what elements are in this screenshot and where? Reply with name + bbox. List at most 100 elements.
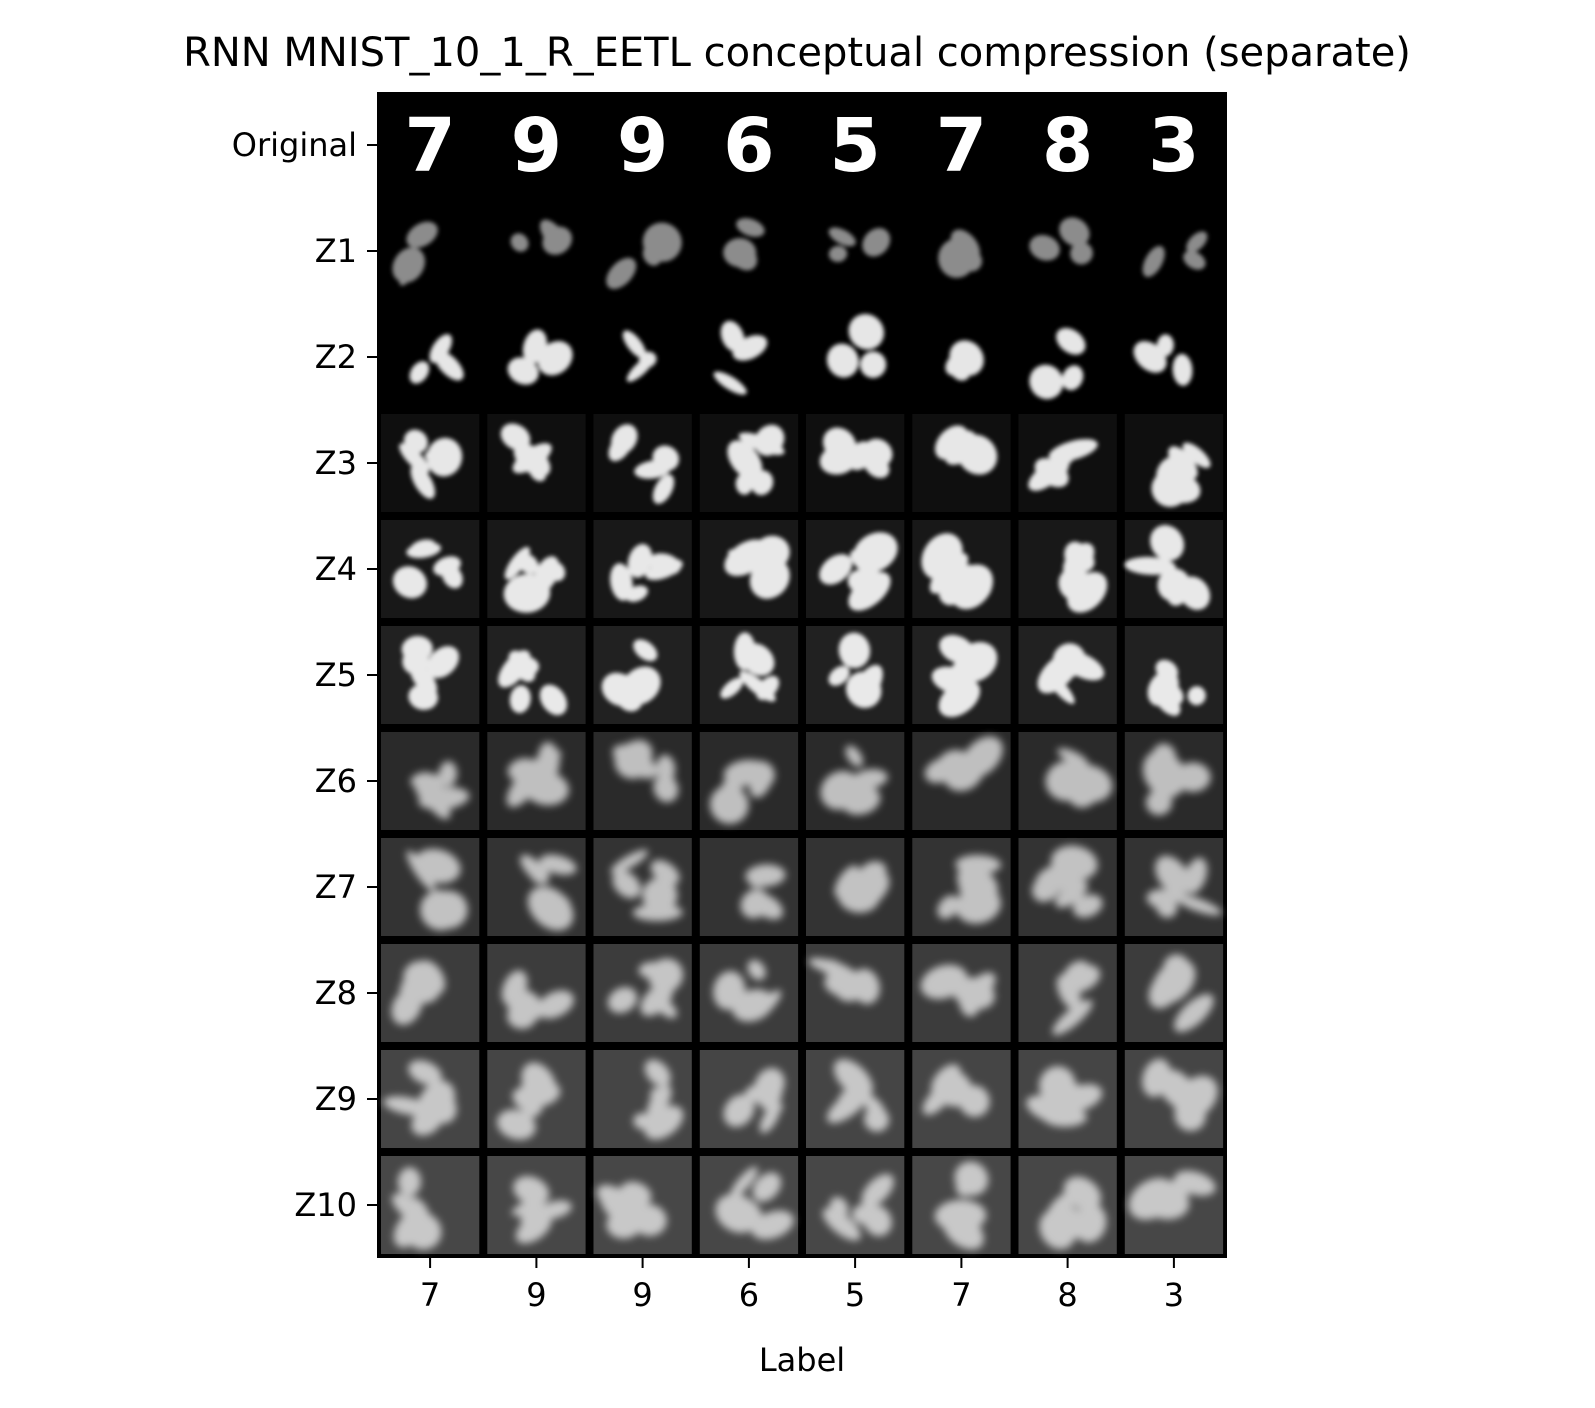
reconstruction-cell [806,414,905,512]
original-digit: 3 [1148,103,1200,189]
y-tick-label: Z3 [315,444,357,482]
reconstruction-cell [912,1156,1011,1254]
reconstruction-cell [1018,838,1117,936]
reconstruction-cell [487,838,586,936]
reconstruction-cell [487,732,586,830]
reconstruction-cell [806,944,905,1042]
reconstruction-cell [806,1156,905,1254]
x-tick-label: 7 [420,1276,440,1314]
original-digit: 6 [723,103,775,189]
reconstruction-cell [828,227,891,263]
y-tick-label: Z7 [315,868,357,906]
reconstruction-cell [912,414,1011,512]
reconstruction-cell [487,414,586,512]
reconstruction-cell [1029,327,1086,400]
reconstruction-cell [699,414,799,512]
reconstruction-cell [699,944,799,1042]
reconstruction-cell [806,732,905,830]
reconstruction-cell [1124,732,1224,830]
reconstruction-cell: 6 [723,103,775,189]
reconstruction-cell [381,732,480,830]
reconstruction-cell [392,221,438,286]
reconstruction-cell [1124,944,1224,1042]
y-tick-label: Original [232,126,357,164]
reconstruction-cell [806,1050,905,1148]
y-tick-label: Z2 [315,338,357,376]
reconstruction-cell [912,626,1011,724]
y-tick-label: Z4 [315,550,357,588]
reconstruction-cell [381,944,480,1042]
x-tick-label: 9 [526,1276,546,1314]
original-digit: 9 [511,103,563,189]
reconstruction-cell [1018,1050,1117,1148]
reconstruction-cell [938,229,983,278]
y-tick-label: Z6 [315,762,357,800]
reconstruction-cell [622,330,657,382]
reconstruction-cell [1018,520,1117,618]
reconstruction-cell [593,520,692,618]
reconstruction-cell [381,838,480,936]
reconstruction-cell [381,1156,480,1254]
reconstruction-cell [1124,626,1224,724]
reconstruction-cell [1124,838,1224,936]
reconstruction-cell [593,1050,692,1148]
reconstruction-cell [507,329,573,385]
reconstruction-cell [699,1050,799,1148]
reconstruction-cell [606,222,682,289]
reconstruction-cell [593,626,692,724]
reconstruction-cell [806,626,905,724]
reconstruction-cell [593,1156,692,1254]
reconstruction-cell [912,732,1011,830]
reconstruction-cell [806,520,905,618]
x-tick-label: 7 [951,1276,971,1314]
reconstruction-cell [1018,414,1117,512]
reconstruction-cell [699,732,799,830]
reconstruction-cell [1018,1156,1117,1254]
x-axis: 7 9 9 6 5 7 8 3 [420,1258,1184,1314]
reconstruction-cell [487,944,586,1042]
reconstruction-cell [1124,520,1224,618]
original-digit: 5 [829,103,881,189]
original-digit: 7 [404,103,456,189]
reconstruction-cell [487,520,586,618]
reconstruction-cell [826,314,887,378]
y-tick-label: Z8 [315,974,357,1012]
reconstruction-cell [381,520,480,618]
x-tick-label: 5 [845,1276,865,1314]
reconstruction-cell [1133,334,1193,386]
reconstruction-cell [912,520,1011,618]
original-digit: 8 [1042,103,1094,189]
reconstruction-cell [593,414,692,512]
reconstruction-cell [1018,732,1117,830]
reconstruction-cell [381,1050,480,1148]
reconstruction-cell [723,218,765,271]
reconstruction-cell: 9 [617,103,669,189]
x-tick-label: 8 [1057,1276,1077,1314]
reconstruction-cell [1029,217,1093,265]
reconstruction-cell [912,1050,1011,1148]
x-axis-label: Label [759,1341,845,1379]
reconstruction-cell [381,414,480,512]
x-tick-label: 3 [1164,1276,1184,1314]
reconstruction-cell [487,1156,586,1254]
reconstruction-cell [510,219,573,255]
y-axis: Original Z1 Z2 Z3 Z4 Z5 Z6 Z7 Z8 Z9 Z10 [232,126,377,1224]
reconstruction-cell: 7 [936,103,988,189]
reconstruction-cell [1018,626,1117,724]
reconstruction-cell [713,320,768,395]
reconstruction-cell [1124,414,1224,512]
reconstruction-cell [593,944,692,1042]
reconstruction-cell: 5 [829,103,881,189]
x-tick-label: 6 [739,1276,759,1314]
reconstruction-cell [699,520,799,618]
reconstruction-cell [381,626,480,724]
y-tick-label: Z1 [315,232,357,270]
chart-title: RNN MNIST_10_1_R_EETL conceptual compres… [183,30,1411,76]
reconstruction-cell [1124,1156,1224,1254]
reconstruction-cell [912,838,1011,936]
original-digit: 7 [936,103,988,189]
reconstruction-cell [409,334,464,384]
reconstruction-cell [593,732,692,830]
